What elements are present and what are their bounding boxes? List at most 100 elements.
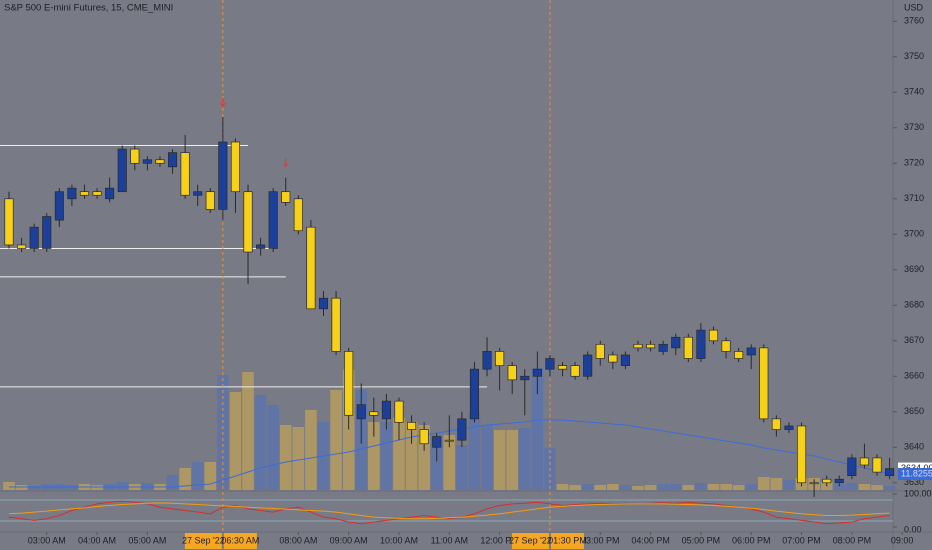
x-tick-label: 10:00 AM — [380, 535, 418, 545]
candle-body — [834, 478, 844, 484]
marker-time-box — [550, 533, 584, 549]
candle-body — [532, 368, 542, 377]
y-tick-label: 3640 — [904, 442, 924, 452]
volume-pane — [3, 368, 896, 490]
volume-bar — [518, 428, 531, 490]
y-tick-label: 3730 — [904, 122, 924, 132]
marker-date-box — [511, 533, 549, 549]
candle-body — [218, 141, 228, 210]
volume-bar — [305, 410, 317, 490]
marker-time: 01:30 PM — [548, 535, 587, 545]
volume-bar — [783, 480, 795, 490]
candle-body — [595, 343, 605, 359]
volume-bar — [430, 435, 443, 490]
volume-bar — [229, 392, 242, 490]
x-tick-label: 07:00 PM — [782, 535, 821, 545]
candle-body — [419, 429, 429, 445]
volume-bar — [254, 395, 267, 490]
y-tick-label: 3700 — [904, 229, 924, 239]
volume-bar — [179, 468, 191, 490]
volume-bar — [581, 484, 594, 490]
chart-title: S&P 500 E-mini Futures, 15, CME_MINI — [4, 3, 173, 14]
volume-bar — [758, 477, 770, 490]
candle-body — [520, 375, 530, 381]
volume-bar — [707, 484, 720, 490]
candle-body — [293, 198, 303, 232]
candle-body — [646, 343, 656, 349]
volume-bar — [858, 484, 871, 490]
volume-bar — [3, 482, 15, 490]
candle-body — [457, 418, 467, 441]
volume-bar — [682, 485, 695, 490]
volume-bar — [556, 484, 569, 490]
y-tick-label: 3650 — [904, 406, 924, 416]
candle-body — [356, 404, 366, 420]
volume-bar — [191, 462, 204, 490]
x-tick-label: 06:00 PM — [732, 535, 771, 545]
candle-body — [444, 439, 454, 442]
volume-bar — [292, 427, 305, 490]
axes: 3760 3750 3740 3730 3720 3710 3700 3690 3680 3670… — [28, 16, 932, 549]
candle-body — [394, 400, 404, 423]
volume-bar — [481, 425, 493, 490]
y-tick-label: 3670 — [904, 335, 924, 345]
candle-body — [318, 297, 329, 310]
volume-bar — [669, 484, 682, 490]
candle-body — [180, 152, 190, 196]
candle-body — [256, 244, 266, 249]
y-tick-label: 3720 — [904, 158, 924, 168]
volume-ma-label: 11.8255 — [901, 468, 932, 478]
volume-bar — [456, 445, 468, 490]
volume-bar — [770, 478, 783, 490]
candle-body — [759, 347, 769, 420]
candle-body — [859, 457, 869, 466]
y-tick-label: 3630 — [904, 477, 924, 487]
candle-body — [608, 354, 618, 363]
candle-body — [17, 244, 27, 249]
candles — [4, 98, 895, 497]
volume-bar — [732, 485, 745, 490]
osc-tick-label: 0.00 — [904, 524, 922, 534]
candle-body — [331, 297, 341, 352]
candle-body — [155, 159, 165, 164]
osc-tick-label: 100.00 — [904, 488, 932, 498]
volume-bar — [242, 372, 254, 490]
candle-body — [243, 191, 253, 253]
candle-body — [583, 354, 593, 377]
y-tick-label: 3750 — [904, 51, 924, 61]
marker-time-box — [223, 533, 257, 549]
x-tick-label: 08:00 PM — [833, 535, 872, 545]
x-tick-label: 12:00 PM — [480, 535, 519, 545]
volume-bar — [846, 483, 858, 490]
candle-body — [721, 340, 731, 352]
volume-bar — [871, 485, 883, 490]
candle-body — [193, 191, 203, 196]
volume-ma-box — [898, 468, 932, 480]
candle-body — [557, 365, 568, 370]
oscillator-line — [8, 500, 890, 525]
candle-body — [369, 411, 379, 416]
volume-bar — [443, 435, 456, 490]
candle-body — [469, 368, 480, 420]
volume-bar — [418, 425, 430, 490]
volume-bar — [607, 484, 619, 490]
candle-body — [105, 187, 115, 200]
candle-body — [407, 422, 417, 430]
candle-body — [671, 336, 681, 349]
volume-bar — [368, 422, 380, 490]
candle-body — [734, 351, 744, 359]
candle-body — [482, 351, 492, 370]
marker-date: 27 Sep '22 — [182, 535, 225, 545]
candle-body — [29, 226, 39, 249]
x-tick-label: 08:00 AM — [279, 535, 317, 545]
volume-bar — [393, 418, 405, 490]
candle-body — [620, 354, 630, 366]
volume-bar — [695, 483, 707, 490]
last-price-label: 3634.00 — [901, 463, 932, 473]
volume-bar — [644, 485, 657, 490]
volume-bar — [342, 370, 355, 490]
volume-bar — [468, 412, 481, 490]
signal-arrow — [282, 158, 289, 168]
x-tick-label: 04:00 AM — [78, 535, 116, 545]
